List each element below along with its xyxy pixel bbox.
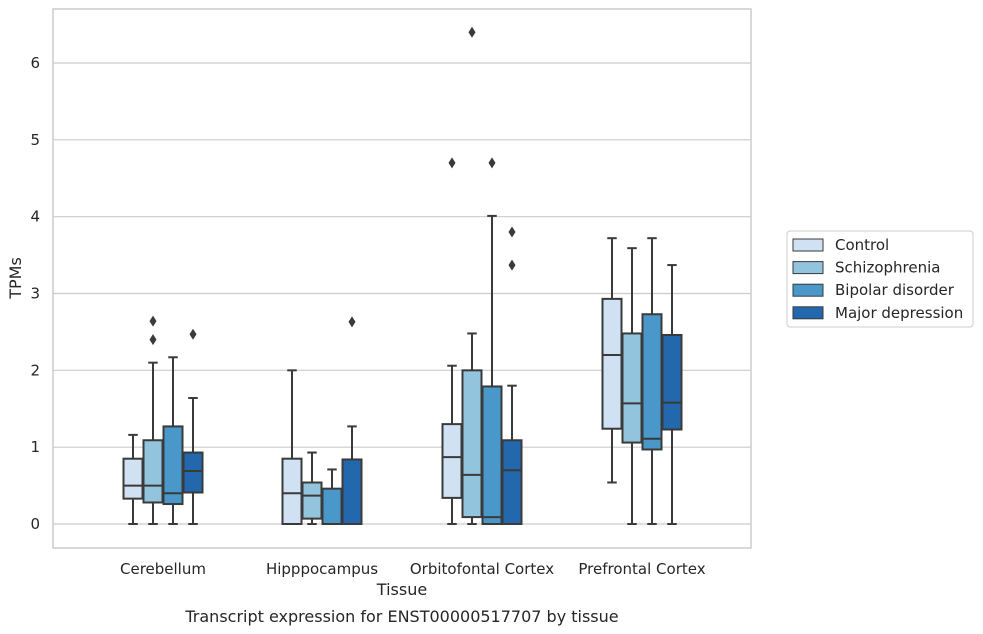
box-iqr xyxy=(142,439,164,504)
outlier-point xyxy=(488,157,496,169)
legend-swatch xyxy=(792,238,824,252)
outlier-point xyxy=(448,157,456,169)
y-axis: 0 1 2 3 4 5 6 xyxy=(30,54,40,533)
y-tick-label: 2 xyxy=(30,361,40,379)
box-schizophrenia xyxy=(142,315,164,525)
y-tick-label: 3 xyxy=(30,285,40,303)
box-control xyxy=(601,237,623,484)
box-iqr xyxy=(461,369,483,519)
box-iqr xyxy=(641,313,663,451)
outlier-point xyxy=(149,334,157,346)
y-tick-label: 0 xyxy=(30,515,40,533)
box-iqr xyxy=(122,457,144,500)
box-schizophrenia xyxy=(301,451,323,525)
legend-label: Schizophrenia xyxy=(835,259,940,277)
legend-swatch xyxy=(792,283,824,297)
box-iqr xyxy=(182,451,204,494)
box-iqr xyxy=(341,458,363,525)
y-tick-label: 4 xyxy=(30,208,40,226)
outlier-point xyxy=(189,328,197,340)
box-iqr xyxy=(501,439,523,526)
box-bipolar-disorder xyxy=(162,356,184,525)
y-tick-label: 5 xyxy=(30,131,40,149)
box-iqr xyxy=(661,333,683,431)
chart-caption: Transcript expression for ENST0000051770… xyxy=(184,607,618,626)
box-schizophrenia xyxy=(621,247,643,525)
legend-frame xyxy=(786,230,974,328)
legend-label: Bipolar disorder xyxy=(835,281,955,299)
legend-swatch xyxy=(792,261,824,275)
y-tick-label: 6 xyxy=(30,54,40,72)
box-iqr xyxy=(301,481,323,520)
y-tick-label: 1 xyxy=(30,438,40,456)
plot-frame xyxy=(52,8,752,549)
legend-swatch xyxy=(792,306,824,320)
box-bipolar-disorder xyxy=(641,237,663,525)
x-axis: Cerebellum Hipppocampus Orbitofontal Corte… xyxy=(120,560,706,578)
outlier-point xyxy=(508,259,516,271)
box-bipolar-disorder xyxy=(321,468,343,526)
box-bipolar-disorder xyxy=(481,157,503,525)
outlier-point xyxy=(508,226,516,238)
box-major-depression xyxy=(341,316,363,525)
box-iqr xyxy=(601,297,623,430)
box-major-depression xyxy=(182,328,204,525)
plot-area xyxy=(122,26,683,526)
y-axis-title: TPMs xyxy=(6,257,25,300)
box-control xyxy=(122,433,144,525)
x-tick-label: Hipppocampus xyxy=(266,560,378,578)
x-tick-label: Prefrontal Cortex xyxy=(578,560,705,578)
outlier-point xyxy=(348,316,356,328)
box-major-depression xyxy=(501,226,523,526)
x-tick-label: Orbitofontal Cortex xyxy=(410,560,554,578)
legend-label: Control xyxy=(835,236,889,254)
legend-label: Major depression xyxy=(835,304,963,322)
legend: Control Schizophrenia Bipolar disorder Majo… xyxy=(786,230,974,328)
box-iqr xyxy=(281,457,303,526)
box-major-depression xyxy=(661,264,683,525)
box-iqr xyxy=(621,332,643,444)
box-schizophrenia xyxy=(461,26,483,525)
box-control xyxy=(281,369,303,526)
outlier-point xyxy=(468,26,476,38)
x-tick-label: Cerebellum xyxy=(120,560,206,578)
box-iqr xyxy=(321,487,343,526)
x-axis-title: Tissue xyxy=(376,580,427,599)
box-control xyxy=(441,157,463,525)
box-iqr xyxy=(481,385,503,525)
box-iqr xyxy=(441,423,463,499)
outlier-point xyxy=(149,315,157,327)
